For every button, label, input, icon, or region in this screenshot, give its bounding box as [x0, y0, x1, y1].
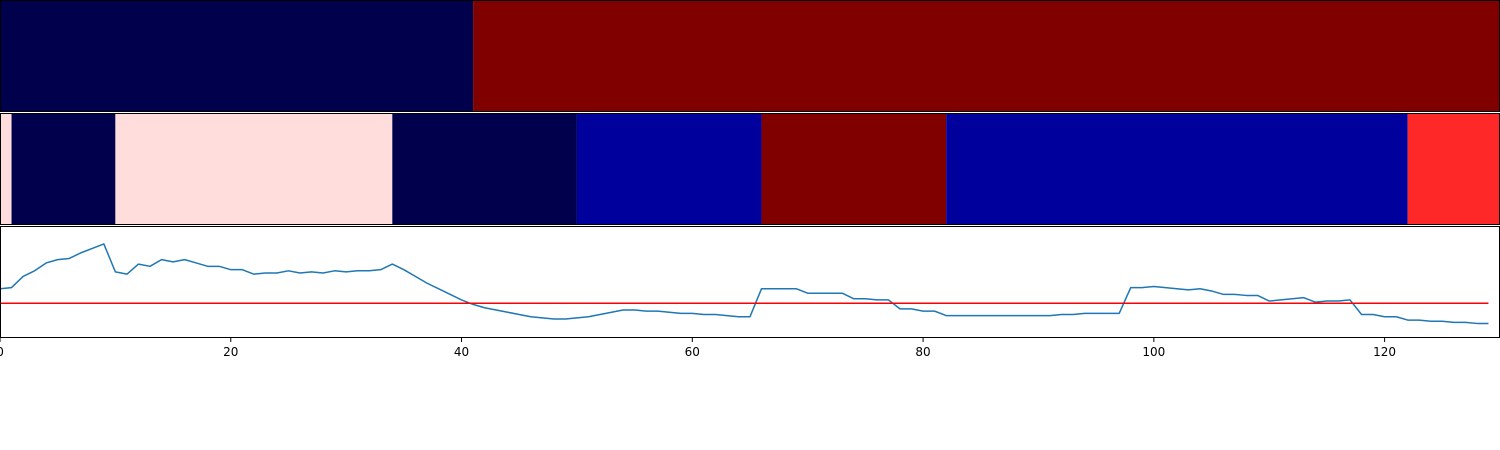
strip-2-segment-4	[392, 113, 577, 225]
strip-2-segment-7	[946, 113, 1408, 225]
strip-2-segment-3	[115, 113, 393, 225]
x-axis: 0 20 40 60 80 100 120	[0, 338, 1396, 359]
strip-2-segment-2	[11, 113, 116, 225]
line-plot-background	[0, 226, 1500, 338]
x-tick-label-40: 40	[454, 345, 469, 359]
top-state-strip	[0, 0, 1500, 112]
x-tick-label-80: 80	[915, 345, 930, 359]
x-tick-label-120: 120	[1373, 345, 1396, 359]
x-tick-label-60: 60	[685, 345, 700, 359]
strip-2-segment-6	[761, 113, 947, 225]
strip-2-segment-5	[576, 113, 762, 225]
strip-2-segment-8	[1407, 113, 1500, 225]
strip-1-segment-1	[0, 0, 474, 112]
strip-1-segment-2	[473, 0, 1500, 112]
signal-series-line	[0, 243, 1489, 325]
strip-2-segment-1	[0, 113, 12, 225]
signal-line-plot	[0, 226, 1500, 338]
middle-state-strip	[0, 113, 1500, 225]
x-tick-label-0: 0	[0, 345, 4, 359]
x-tick-label-100: 100	[1142, 345, 1165, 359]
x-tick-label-20: 20	[223, 345, 238, 359]
